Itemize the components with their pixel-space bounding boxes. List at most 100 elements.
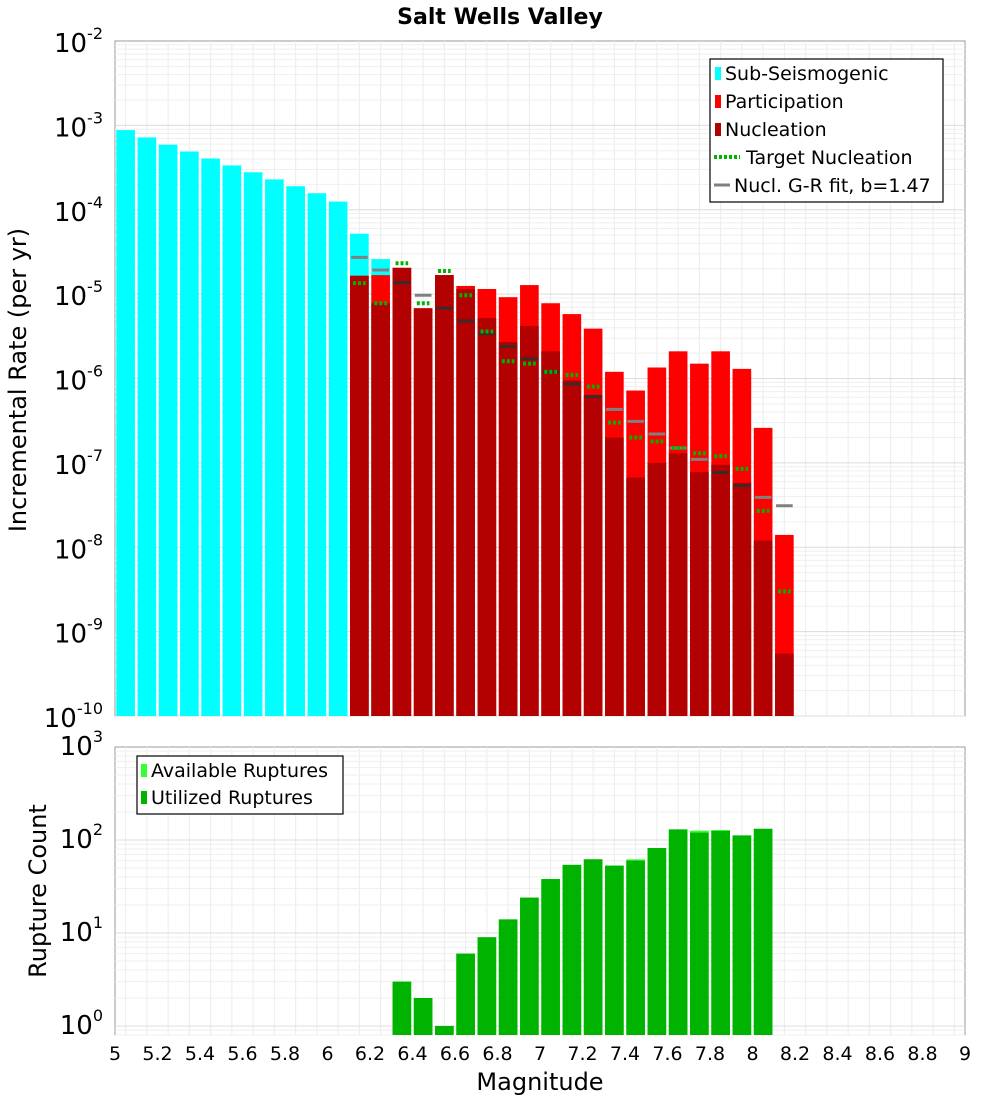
count-y-ticks: 100 101 102 103 [60,727,103,1041]
utilized-ruptures-bar [668,829,688,1035]
x-tick-label: 5.2 [142,1043,172,1065]
sub-seismogenic-bar [180,151,199,716]
count-legend: Available Ruptures Utilized Ruptures [136,755,344,815]
rate-y-axis-label: Incremental Rate (per yr) [4,228,32,532]
utilized-ruptures-bar [520,897,539,1035]
nucleation-bar [435,275,454,716]
utilized-ruptures-bar [605,865,624,1035]
rate-legend: Sub-Seismogenic Participation Nucleation… [709,58,944,203]
sub-seismogenic-bar [158,144,178,717]
count-y-axis-label: Rupture Count [24,804,52,978]
utilized-ruptures-bar [435,1025,454,1035]
x-tick-label: 8.2 [780,1043,810,1065]
nucleation-bar [605,437,624,716]
nucleation-bar [647,462,667,716]
x-tick-label: 7.6 [652,1043,682,1065]
utilized-ruptures-bar [456,953,475,1035]
count-x-ticks: 5 5.2 5.4 5.6 5.8 6 6.2 6.4 6.6 6.8 7 7.2 7.4 7.6 7.8 8… [109,1043,971,1065]
legend-label-utilized-ruptures: Utilized Ruptures [151,787,313,809]
x-tick-label: 7.8 [695,1043,725,1065]
rate-y-tick-label: 10-3 [54,108,103,143]
utilized-ruptures-bar [732,835,752,1035]
legend-label-sub-seismogenic: Sub-Seismogenic [725,63,889,85]
nucleation-bar [711,464,730,716]
x-tick-label: 5 [109,1043,121,1065]
legend-swatch-nucleation [715,123,721,136]
rate-panel: 10-10 10-9 10-8 10-7 10-6 10-5 10-4 10-3 10-2 In… [4,24,966,734]
nucleation-bar [668,453,688,716]
utilized-ruptures-bar [562,864,582,1035]
nucleation-bar [456,289,475,716]
count-y-tick-label: 100 [60,1006,103,1041]
x-tick-label: 6.2 [355,1043,385,1065]
x-tick-label: 7.2 [567,1043,597,1065]
x-tick-label: 6.8 [482,1043,512,1065]
x-tick-label: 5.8 [270,1043,300,1065]
utilized-ruptures-bar [392,981,412,1035]
legend-swatch-available-ruptures [141,764,147,777]
count-y-tick-label: 102 [60,820,103,855]
legend-label-gr-fit: Nucl. G-R fit, b=1.47 [734,175,931,197]
utilized-ruptures-bar [413,997,433,1035]
nucleation-bar [413,308,433,716]
x-tick-label: 5.4 [185,1043,215,1065]
utilized-ruptures-bar [626,860,645,1035]
utilized-ruptures-bar [498,919,518,1035]
nucleation-bar [753,540,773,716]
nucleation-bar [498,342,518,716]
count-panel: 100 101 102 103 5 5.2 5.4 5.6 5.8 6 6.2 6.4 6.6 6.8 7… [24,727,971,1096]
x-tick-label: 6 [321,1043,333,1065]
rate-y-tick-label: 10-10 [44,699,103,734]
utilized-ruptures-bar [583,859,603,1035]
legend-label-available-ruptures: Available Ruptures [151,760,328,782]
x-tick-label: 7.4 [610,1043,640,1065]
rate-y-tick-label: 10-7 [54,446,103,481]
x-tick-label: 8 [746,1043,758,1065]
rate-y-tick-label: 10-8 [54,530,103,565]
legend-label-nucleation: Nucleation [725,119,827,141]
legend-label-participation: Participation [725,91,844,113]
utilized-ruptures-bar [647,848,667,1035]
legend-swatch-utilized-ruptures [141,791,147,804]
nucleation-bar [775,653,794,716]
nucleation-bar [520,325,539,716]
x-axis-label: Magnitude [476,1068,603,1096]
x-tick-label: 6.4 [397,1043,427,1065]
x-tick-label: 7 [534,1043,546,1065]
rate-y-tick-label: 10-2 [54,24,103,59]
sub-seismogenic-bar [265,179,284,716]
legend-swatch-participation [715,95,721,108]
rate-y-ticks: 10-10 10-9 10-8 10-7 10-6 10-5 10-4 10-3 10-2 [44,24,103,734]
count-grid [115,747,965,1036]
nucleation-bar [583,394,603,716]
rate-marks [116,130,794,717]
x-tick-label: 6.6 [440,1043,470,1065]
nucleation-bar [690,471,709,716]
legend-label-target-nucleation: Target Nucleation [745,147,913,169]
nucleation-bar [732,482,752,716]
count-marks [392,828,773,1035]
nucleation-bar [371,303,390,716]
sub-seismogenic-bar [286,186,305,716]
utilized-ruptures-bar [753,828,773,1035]
sub-seismogenic-bar [243,172,263,717]
sub-seismogenic-bar [116,130,135,717]
x-tick-label: 8.8 [907,1043,937,1065]
x-tick-label: 8.4 [822,1043,852,1065]
utilized-ruptures-bar [541,879,560,1035]
legend-swatch-sub-seismogenic [715,67,721,80]
nucleation-bar [541,351,560,716]
rate-y-tick-label: 10-4 [54,193,103,228]
x-tick-label: 5.6 [227,1043,257,1065]
nucleation-bar [477,318,497,716]
count-legend-box [136,755,344,815]
nucleation-bar [562,380,582,716]
count-y-tick-label: 103 [60,727,103,762]
nucleation-bar [350,275,369,716]
sub-seismogenic-bar [137,137,157,716]
chart-title: Salt Wells Valley [397,5,603,30]
sub-seismogenic-bar [328,201,348,716]
utilized-ruptures-bar [711,830,730,1035]
rate-y-tick-label: 10-5 [54,277,103,312]
nucleation-bar [626,477,645,716]
